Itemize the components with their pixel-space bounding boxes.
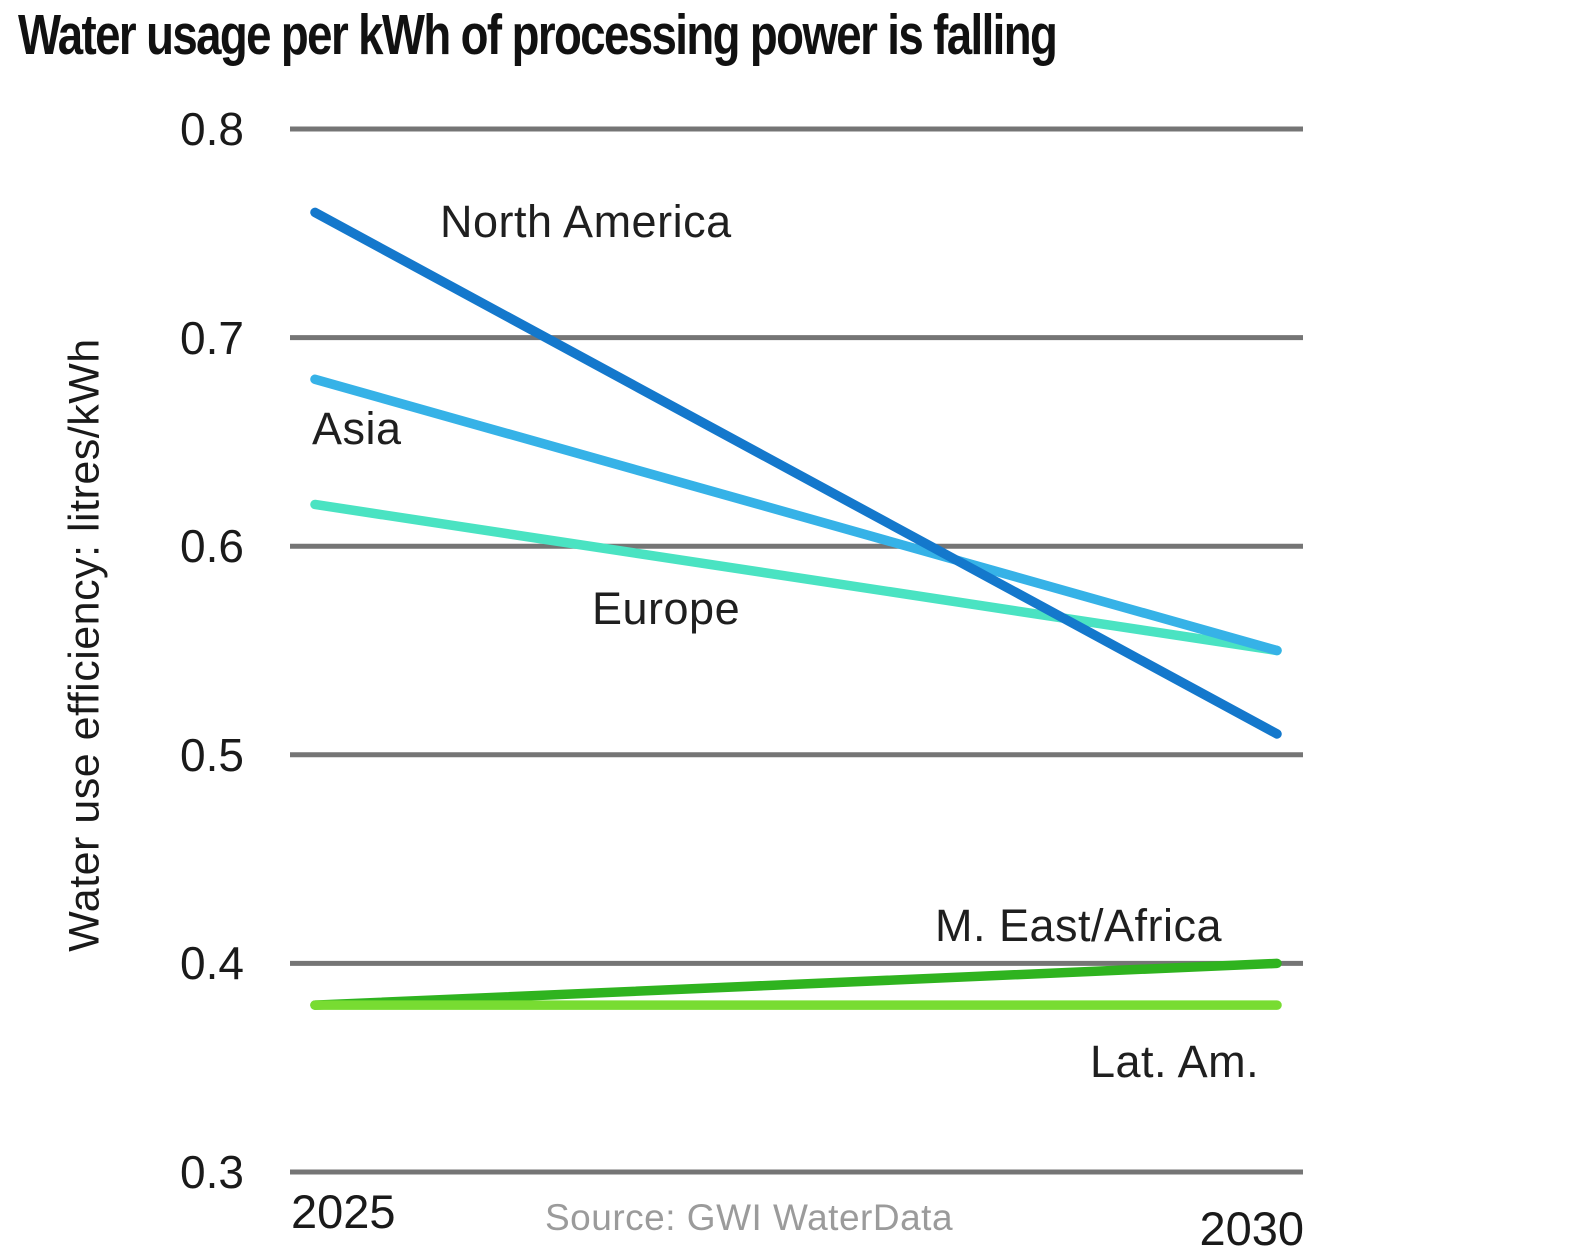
y-tick-label-0.7: 0.7 [180, 311, 244, 364]
series-label-m-east-africa: M. East/Africa [935, 900, 1223, 951]
series-label-asia: Asia [312, 403, 402, 454]
y-tick-label-0.4: 0.4 [180, 937, 244, 990]
source-caption: Source: GWI WaterData [545, 1197, 954, 1238]
y-tick-label-0.6: 0.6 [180, 520, 244, 573]
series-line-asia [310, 374, 1282, 656]
series-line-m-east-africa [310, 958, 1282, 1010]
y-tick-label-0.3: 0.3 [180, 1146, 244, 1198]
series-label-lat-am: Lat. Am. [1090, 1036, 1260, 1087]
series-label-north-america: North America [440, 196, 732, 247]
series-line-north-america [310, 207, 1282, 739]
series-line-europe [310, 499, 1282, 656]
chart-title: Water usage per kWh of processing power … [18, 3, 1058, 67]
y-tick-label-0.5: 0.5 [180, 728, 244, 781]
y-tick-label-0.8: 0.8 [180, 103, 244, 155]
x-tick-label-2030: 2030 [1199, 1202, 1304, 1254]
x-tick-label-2025: 2025 [291, 1185, 396, 1238]
series-label-europe: Europe [592, 583, 741, 634]
